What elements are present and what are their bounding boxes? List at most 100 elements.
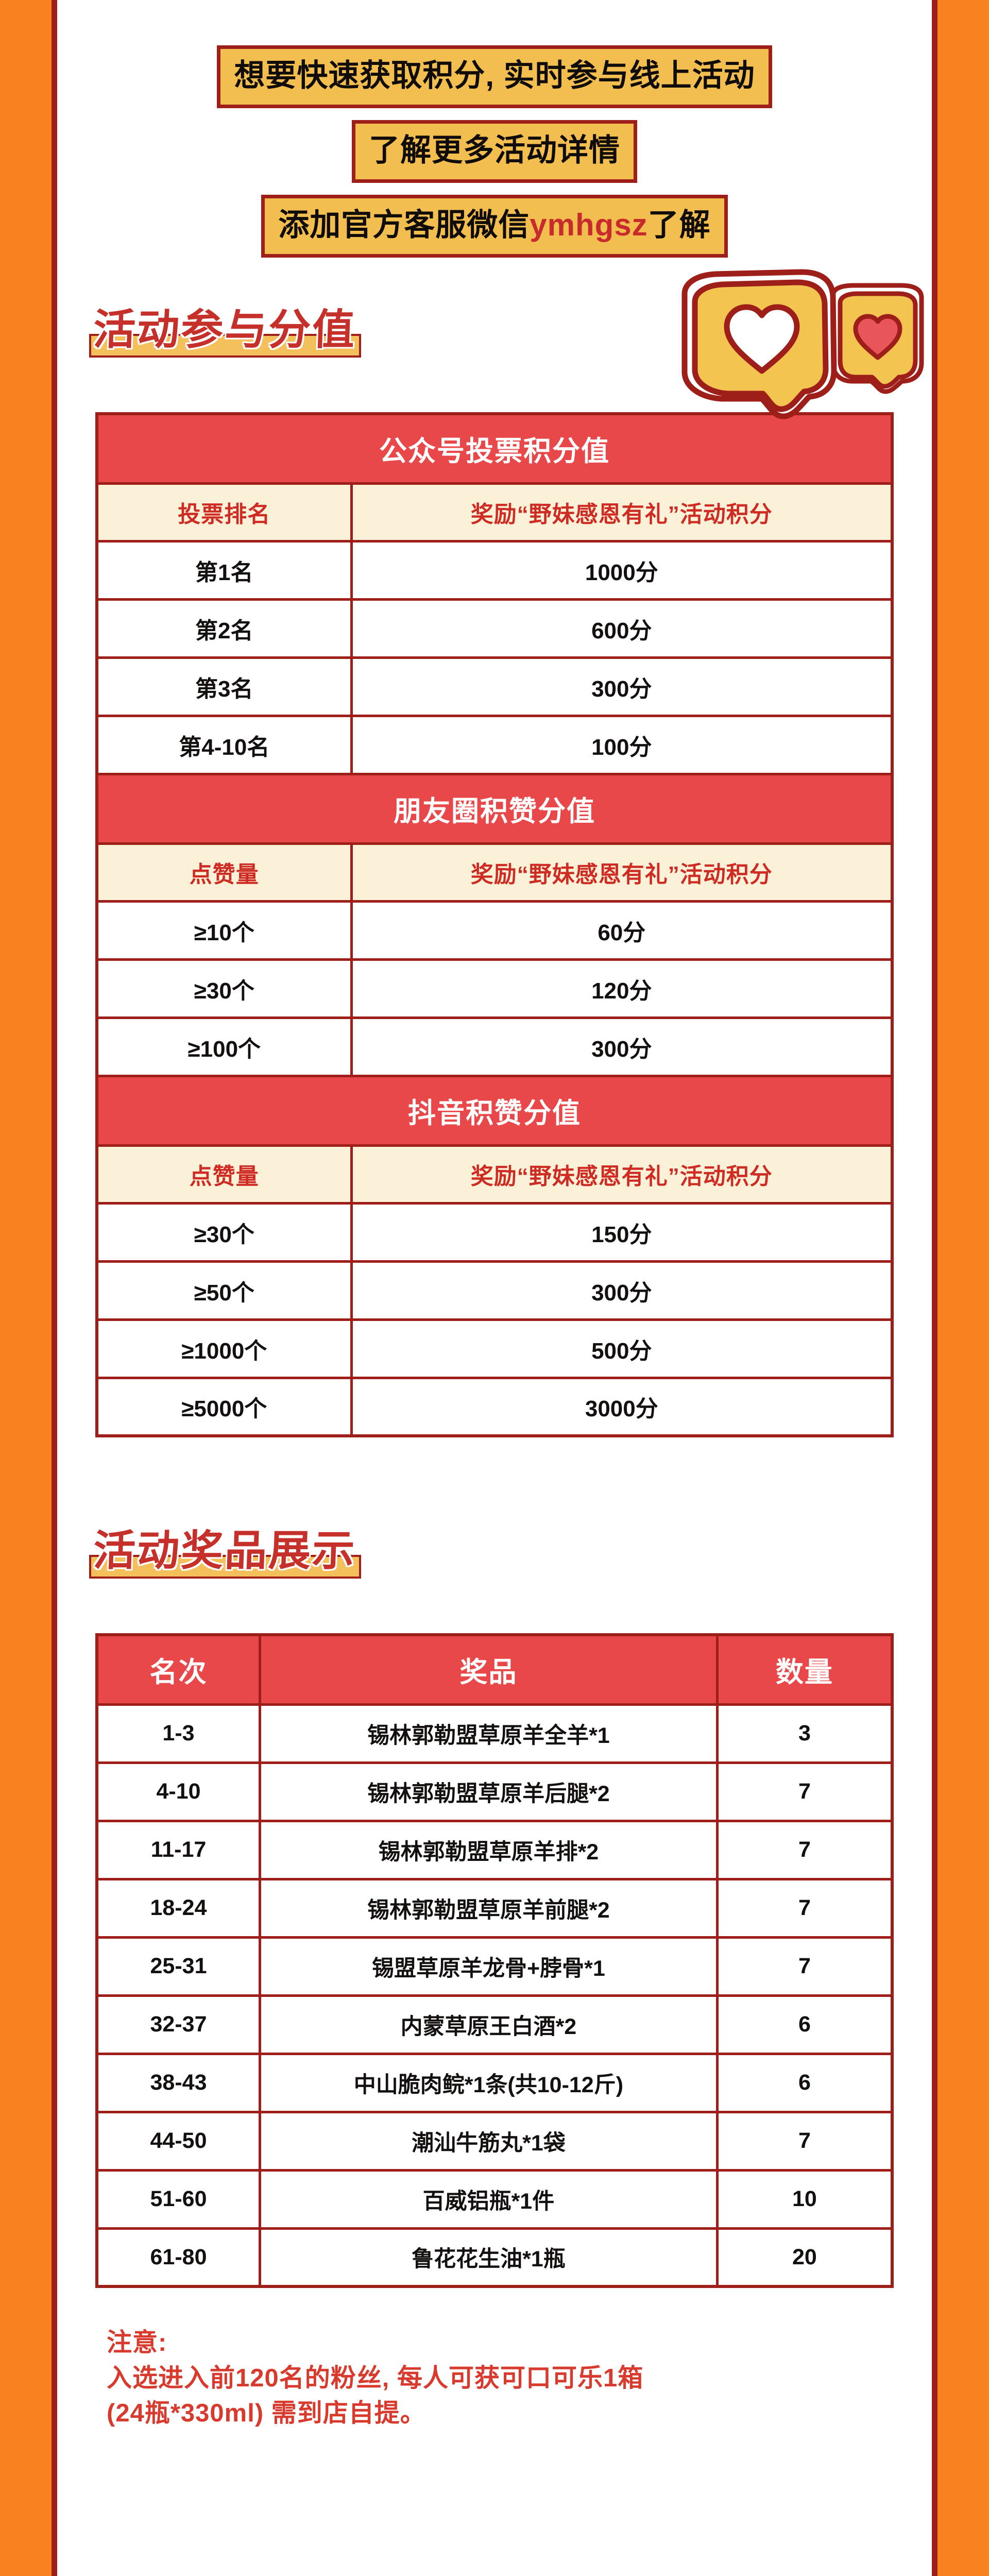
header-like-points: 奖励“野妹感恩有礼”活动积分 <box>350 1144 894 1205</box>
prize-table-wrap: 名次 奖品 数量 1-3 锡林郭勒盟草原羊全羊*1 3 4-10 锡林郭勒盟草原… <box>95 1633 894 2288</box>
scoring-table: 公众号投票积分值 投票排名 奖励“野妹感恩有礼”活动积分 第1名 1000分 第… <box>95 412 894 1437</box>
banner-wechat-prefix: 添加官方客服微信 <box>278 208 530 242</box>
cell-quantity: 7 <box>715 1761 894 1822</box>
table-row: 第3名 300分 <box>95 656 894 717</box>
table-band-row: 公众号投票积分值 <box>95 412 894 485</box>
cell-points: 300分 <box>350 1016 894 1077</box>
notice-label: 注意: <box>107 2329 167 2357</box>
cell-points: 100分 <box>350 714 894 775</box>
cell-quantity: 7 <box>715 2110 894 2172</box>
cell-placement: 61-80 <box>95 2227 262 2288</box>
header-placement: 名次 <box>95 1633 262 1706</box>
bottom-spacer <box>57 2493 932 2555</box>
cell-placement: 32-37 <box>95 1994 262 2055</box>
table-row: ≥5000个 3000分 <box>95 1376 894 1437</box>
table-band-row: 朋友圈积赞分值 <box>95 772 894 845</box>
section-title-block-1: 活动参与分值 <box>57 269 932 419</box>
notice-line-2: (24瓶*330ml) 需到店自提。 <box>107 2399 426 2428</box>
wechat-id-highlight: ymhgsz <box>530 208 648 242</box>
header-vote-points: 奖励“野妹感恩有礼”活动积分 <box>350 482 894 543</box>
banner-more-details: 了解更多活动详情 <box>352 120 637 183</box>
table-header-row: 投票排名 奖励“野妹感恩有礼”活动积分 <box>95 482 894 543</box>
section-title-text: 活动奖品展示 <box>92 1528 357 1574</box>
cell-placement: 38-43 <box>95 2052 262 2113</box>
cell-placement: 1-3 <box>95 1703 262 1764</box>
cell-quantity: 6 <box>715 2052 894 2113</box>
cell-prize: 锡林郭勒盟草原羊前腿*2 <box>259 1877 719 1939</box>
cell-prize: 锡盟草原羊龙骨+脖骨*1 <box>259 1936 719 1997</box>
section-title-text: 活动参与分值 <box>92 307 357 353</box>
cell-prize: 内蒙草原王白酒*2 <box>259 1994 719 2055</box>
cell-prize: 百威铝瓶*1件 <box>259 2168 719 2230</box>
cell-points: 60分 <box>350 900 894 961</box>
table-row: 32-37 内蒙草原王白酒*2 6 <box>95 1994 894 2055</box>
cell-quantity: 20 <box>715 2227 894 2288</box>
cell-prize: 鲁花花生油*1瓶 <box>259 2227 719 2288</box>
band-moments-likes: 朋友圈积赞分值 <box>95 772 894 845</box>
table-row: 第2名 600分 <box>95 598 894 659</box>
cell-rank: 第1名 <box>95 539 353 601</box>
table-row: ≥30个 150分 <box>95 1201 894 1263</box>
section-title-participation-scores: 活动参与分值 <box>89 307 363 359</box>
header-like-points: 奖励“野妹感恩有礼”活动积分 <box>350 842 894 903</box>
banner-add-wechat: 添加官方客服微信ymhgsz了解 <box>261 195 728 258</box>
cell-points: 150分 <box>350 1201 894 1263</box>
notice-line-1: 入选进入前120名的粉丝, 每人可获可口可乐1箱 <box>107 2364 644 2392</box>
cell-likes: ≥30个 <box>95 958 353 1019</box>
table-row: 38-43 中山脆肉鲩*1条(共10-12斤) 6 <box>95 2052 894 2113</box>
table-row: 第1名 1000分 <box>95 539 894 601</box>
cell-likes: ≥1000个 <box>95 1318 353 1379</box>
prize-table: 名次 奖品 数量 1-3 锡林郭勒盟草原羊全羊*1 3 4-10 锡林郭勒盟草原… <box>95 1633 894 2288</box>
cell-rank: 第3名 <box>95 656 353 717</box>
cell-quantity: 6 <box>715 1994 894 2055</box>
cell-quantity: 3 <box>715 1703 894 1764</box>
cell-rank: 第2名 <box>95 598 353 659</box>
banner-group: 想要快速获取积分, 实时参与线上活动 了解更多活动详情 添加官方客服微信ymhg… <box>57 0 932 258</box>
content-canvas: 想要快速获取积分, 实时参与线上活动 了解更多活动详情 添加官方客服微信ymhg… <box>57 0 932 2576</box>
cell-prize: 中山脆肉鲩*1条(共10-12斤) <box>259 2052 719 2113</box>
cell-placement: 18-24 <box>95 1877 262 1939</box>
section-title-prize-showcase: 活动奖品展示 <box>89 1528 363 1580</box>
header-prize: 奖品 <box>259 1633 719 1706</box>
table-row: ≥1000个 500分 <box>95 1318 894 1379</box>
table-row: 1-3 锡林郭勒盟草原羊全羊*1 3 <box>95 1703 894 1764</box>
cell-likes: ≥100个 <box>95 1016 353 1077</box>
prize-header-row: 名次 奖品 数量 <box>95 1633 894 1706</box>
section-title-block-2: 活动奖品展示 <box>57 1528 932 1633</box>
table-row: 51-60 百威铝瓶*1件 10 <box>95 2168 894 2230</box>
title-underline-bar <box>89 334 362 358</box>
left-orange-frame <box>0 0 57 2576</box>
table-row: 61-80 鲁花花生油*1瓶 20 <box>95 2227 894 2288</box>
cell-placement: 11-17 <box>95 1819 262 1880</box>
cell-likes: ≥10个 <box>95 900 353 961</box>
cell-quantity: 7 <box>715 1936 894 1997</box>
table-row: 4-10 锡林郭勒盟草原羊后腿*2 7 <box>95 1761 894 1822</box>
header-quantity: 数量 <box>715 1633 894 1706</box>
banner-get-points: 想要快速获取积分, 实时参与线上活动 <box>217 45 772 108</box>
cell-placement: 44-50 <box>95 2110 262 2172</box>
scoring-tables-wrap: 公众号投票积分值 投票排名 奖励“野妹感恩有礼”活动积分 第1名 1000分 第… <box>95 412 894 1437</box>
banner-wechat-suffix: 了解 <box>647 208 711 242</box>
table-row: ≥30个 120分 <box>95 958 894 1019</box>
header-like-count: 点赞量 <box>95 1144 353 1205</box>
cell-points: 1000分 <box>350 539 894 601</box>
table-row: 11-17 锡林郭勒盟草原羊排*2 7 <box>95 1819 894 1880</box>
header-like-count: 点赞量 <box>95 842 353 903</box>
table-row: ≥10个 60分 <box>95 900 894 961</box>
table-row: 18-24 锡林郭勒盟草原羊前腿*2 7 <box>95 1877 894 1939</box>
cell-points: 300分 <box>350 1260 894 1321</box>
cell-points: 120分 <box>350 958 894 1019</box>
band-douyin-likes: 抖音积赞分值 <box>95 1074 894 1147</box>
band-public-account-vote: 公众号投票积分值 <box>95 412 894 485</box>
table-row: ≥50个 300分 <box>95 1260 894 1321</box>
cell-points: 600分 <box>350 598 894 659</box>
table-row: 第4-10名 100分 <box>95 714 894 775</box>
cell-quantity: 7 <box>715 1819 894 1880</box>
cell-prize: 锡林郭勒盟草原羊全羊*1 <box>259 1703 719 1764</box>
cell-placement: 4-10 <box>95 1761 262 1822</box>
cell-prize: 锡林郭勒盟草原羊后腿*2 <box>259 1761 719 1822</box>
cell-points: 500分 <box>350 1318 894 1379</box>
cell-quantity: 10 <box>715 2168 894 2230</box>
table-row: ≥100个 300分 <box>95 1016 894 1077</box>
